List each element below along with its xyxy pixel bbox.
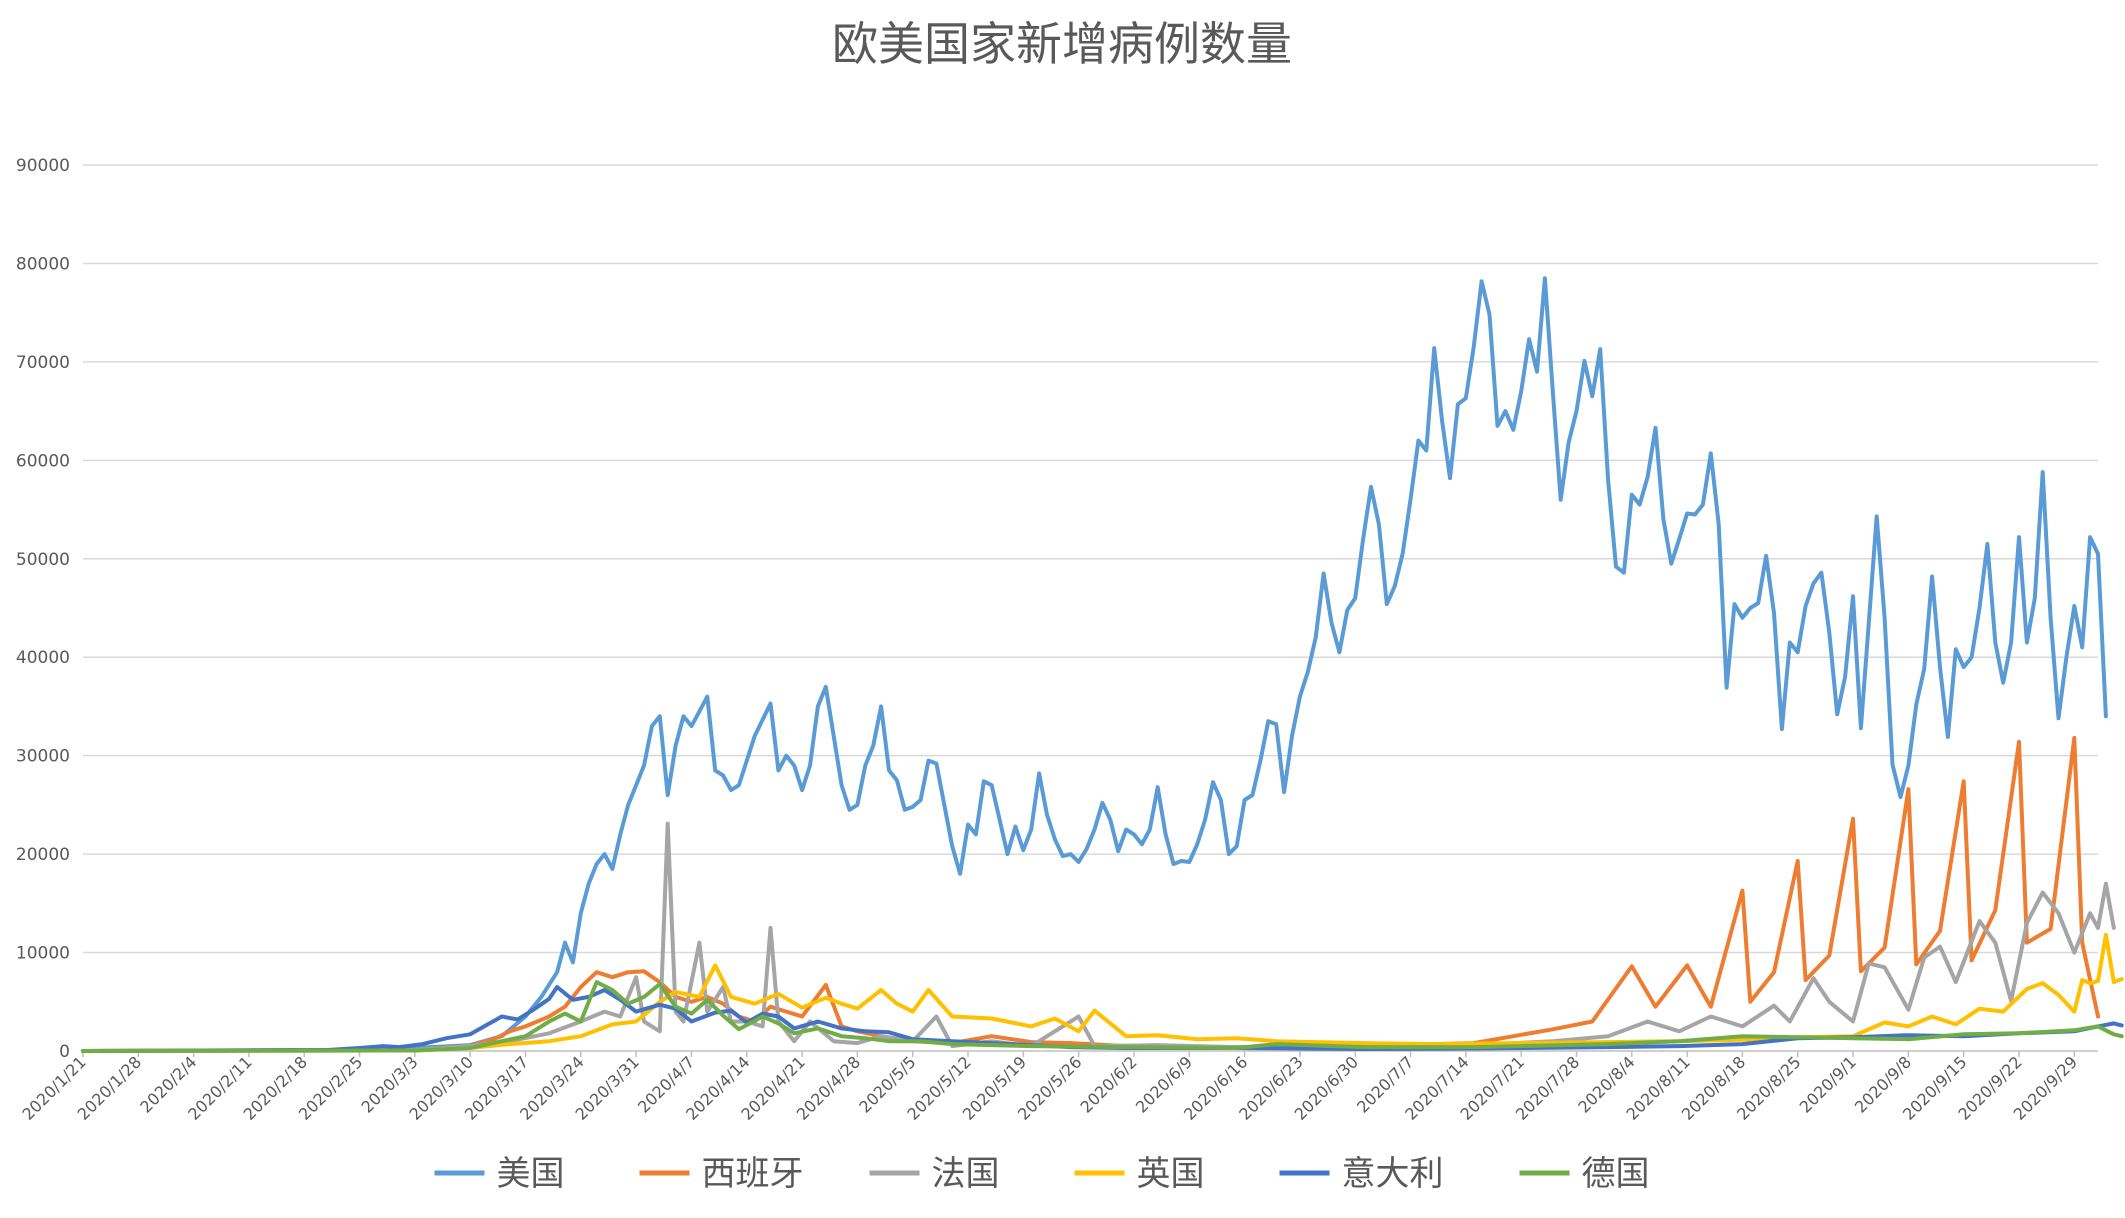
y-tick-label: 50000 <box>16 550 70 570</box>
x-tick-label: 2020/9/1 <box>1796 1052 1860 1116</box>
series-line-0 <box>81 276 2108 1053</box>
legend: 美国 西班牙 法国 英国 意大利 德国 <box>434 1154 1650 1194</box>
legend-item: 西班牙 <box>639 1154 804 1194</box>
gridlines <box>83 164 2098 1052</box>
series-line-4 <box>81 985 2124 1053</box>
legend-label: 意大利 <box>1342 1154 1444 1194</box>
legend-item: 意大利 <box>1279 1154 1444 1194</box>
y-tick-label: 80000 <box>16 254 70 274</box>
legend-item: 美国 <box>434 1154 565 1194</box>
y-tick-label: 60000 <box>16 451 70 471</box>
legend-label: 法国 <box>932 1154 1000 1194</box>
y-tick-label: 70000 <box>16 353 70 373</box>
y-tick-label: 30000 <box>16 747 70 767</box>
legend-label: 英国 <box>1137 1154 1205 1194</box>
y-tick-label: 20000 <box>16 845 70 865</box>
legend-item: 法国 <box>869 1154 1000 1194</box>
legend-item: 德国 <box>1519 1154 1650 1194</box>
series-lines <box>81 276 2124 1053</box>
legend-label: 德国 <box>1582 1154 1650 1194</box>
chart-title: 欧美国家新增病例数量 <box>832 17 1292 71</box>
x-axis-ticks: 2020/1/212020/1/282020/2/42020/2/112020/… <box>18 1051 2081 1124</box>
series-line-2 <box>81 821 2116 1053</box>
y-tick-label: 10000 <box>16 944 70 964</box>
series-line-3 <box>81 932 2124 1053</box>
y-tick-label: 90000 <box>16 156 70 176</box>
series-line-1 <box>81 735 2100 1053</box>
y-axis-ticks: 0 10000 20000 30000 40000 50000 60000 70000 8000… <box>16 156 70 1062</box>
legend-label: 美国 <box>497 1154 565 1194</box>
y-tick-label: 40000 <box>16 648 70 668</box>
series-line-5 <box>81 980 2124 1053</box>
x-tick-label: 2020/6/2 <box>1077 1052 1141 1116</box>
legend-item: 英国 <box>1074 1154 1205 1194</box>
y-tick-label: 0 <box>59 1042 70 1062</box>
legend-label: 西班牙 <box>702 1154 804 1194</box>
